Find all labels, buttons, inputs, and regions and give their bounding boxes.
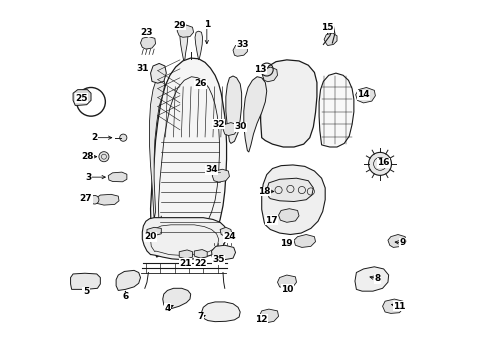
PathPatch shape — [244, 77, 266, 152]
Text: 16: 16 — [377, 158, 389, 167]
PathPatch shape — [211, 245, 235, 260]
PathPatch shape — [212, 169, 229, 182]
Text: 13: 13 — [254, 65, 266, 74]
Text: 4: 4 — [164, 304, 170, 313]
PathPatch shape — [324, 33, 336, 45]
Circle shape — [99, 152, 109, 162]
Text: 29: 29 — [173, 21, 185, 30]
Text: 34: 34 — [205, 166, 217, 175]
Text: 22: 22 — [194, 259, 206, 268]
Text: 26: 26 — [194, 80, 206, 89]
PathPatch shape — [142, 218, 226, 260]
PathPatch shape — [179, 250, 192, 259]
Text: 25: 25 — [75, 94, 87, 103]
PathPatch shape — [223, 123, 237, 135]
PathPatch shape — [73, 90, 91, 105]
PathPatch shape — [150, 63, 166, 83]
Text: 2: 2 — [91, 133, 98, 142]
PathPatch shape — [262, 67, 277, 82]
Text: 20: 20 — [144, 232, 157, 241]
PathPatch shape — [163, 288, 190, 309]
PathPatch shape — [277, 275, 296, 288]
Text: 18: 18 — [258, 187, 270, 196]
PathPatch shape — [387, 234, 405, 247]
Circle shape — [90, 195, 99, 204]
PathPatch shape — [260, 60, 316, 147]
PathPatch shape — [382, 299, 403, 314]
Text: 6: 6 — [122, 292, 128, 301]
PathPatch shape — [266, 178, 313, 202]
PathPatch shape — [293, 234, 315, 247]
PathPatch shape — [116, 270, 140, 291]
PathPatch shape — [261, 165, 325, 234]
PathPatch shape — [319, 73, 353, 147]
PathPatch shape — [259, 309, 278, 323]
PathPatch shape — [70, 273, 100, 289]
PathPatch shape — [194, 249, 207, 258]
PathPatch shape — [95, 194, 119, 205]
Text: 11: 11 — [392, 302, 405, 311]
Text: 12: 12 — [255, 315, 267, 324]
Text: 10: 10 — [281, 285, 293, 294]
Text: 17: 17 — [264, 216, 277, 225]
PathPatch shape — [177, 25, 193, 37]
PathPatch shape — [233, 44, 247, 56]
Text: 8: 8 — [373, 274, 380, 283]
PathPatch shape — [278, 209, 298, 222]
PathPatch shape — [150, 58, 226, 257]
PathPatch shape — [225, 76, 241, 143]
Text: 33: 33 — [236, 40, 248, 49]
PathPatch shape — [201, 302, 240, 321]
PathPatch shape — [220, 227, 231, 237]
Text: 7: 7 — [197, 312, 203, 321]
Text: 30: 30 — [234, 122, 246, 131]
Text: 23: 23 — [141, 28, 153, 37]
Text: 21: 21 — [179, 259, 191, 268]
Text: 14: 14 — [357, 90, 369, 99]
PathPatch shape — [354, 267, 388, 291]
Circle shape — [368, 152, 391, 175]
Text: 31: 31 — [136, 64, 148, 73]
PathPatch shape — [355, 87, 375, 103]
PathPatch shape — [195, 31, 202, 60]
Text: 9: 9 — [398, 238, 405, 247]
PathPatch shape — [147, 227, 161, 235]
Text: 27: 27 — [80, 194, 92, 203]
Text: 3: 3 — [85, 173, 91, 182]
PathPatch shape — [140, 37, 155, 49]
Text: 15: 15 — [321, 23, 333, 32]
PathPatch shape — [149, 72, 164, 220]
Text: 32: 32 — [212, 120, 224, 129]
Text: 1: 1 — [203, 19, 209, 28]
Text: 19: 19 — [280, 239, 292, 248]
Text: 35: 35 — [212, 255, 224, 264]
PathPatch shape — [180, 31, 187, 60]
Text: 24: 24 — [223, 232, 235, 241]
Text: 28: 28 — [81, 152, 94, 161]
Circle shape — [120, 134, 126, 141]
Text: 5: 5 — [82, 287, 89, 296]
PathPatch shape — [108, 172, 126, 182]
